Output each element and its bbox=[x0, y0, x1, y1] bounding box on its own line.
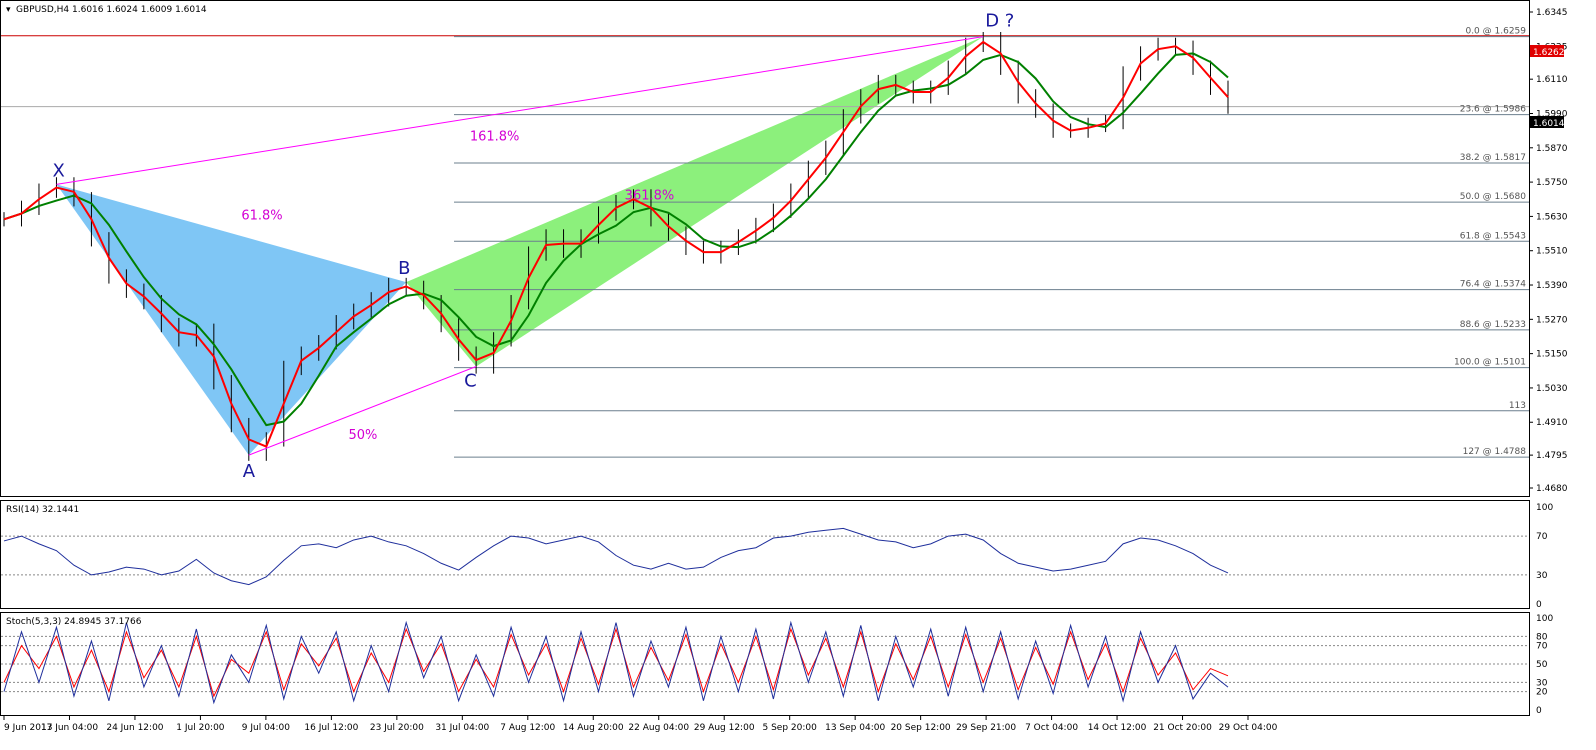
current-price-tag bbox=[1530, 116, 1564, 128]
x-tick-label: 16 Jul 12:00 bbox=[304, 723, 358, 733]
bcd-triangle bbox=[406, 36, 984, 367]
fib-label: 113 bbox=[1509, 401, 1526, 411]
y-tick-label: 1.5750 bbox=[1536, 178, 1568, 188]
ratio-label: 61.8% bbox=[241, 208, 282, 223]
ac-line bbox=[248, 366, 477, 456]
rsi-pane-frame bbox=[0, 500, 1530, 609]
y-tick-label: 1.5150 bbox=[1536, 350, 1568, 360]
x-tick-label: 22 Aug 04:00 bbox=[628, 723, 689, 733]
x-tick-label: 21 Oct 20:00 bbox=[1153, 723, 1212, 733]
stoch-tick-label: 30 bbox=[1536, 678, 1548, 688]
x-tick-label: 20 Sep 12:00 bbox=[891, 723, 951, 733]
y-tick-label: 1.4680 bbox=[1536, 484, 1568, 494]
fib-label: 100.0 @ 1.5101 bbox=[1454, 358, 1526, 368]
rsi-tick-label: 30 bbox=[1536, 571, 1548, 581]
ratio-label: 361.8% bbox=[625, 188, 675, 203]
pattern-shapes bbox=[56, 36, 984, 456]
fib-label: 61.8 @ 1.5543 bbox=[1460, 231, 1526, 241]
resistance-price-tag bbox=[1530, 45, 1564, 57]
price-pane-frame bbox=[0, 0, 1530, 497]
resistance-price-text: 1.6262 bbox=[1533, 48, 1565, 58]
fast-ma-line bbox=[3, 40, 1229, 448]
x-tick-label: 14 Aug 20:00 bbox=[563, 723, 624, 733]
y-tick-label: 1.5510 bbox=[1536, 247, 1568, 257]
pattern-point-c: C bbox=[464, 370, 477, 391]
x-tick-label: 23 Jul 20:00 bbox=[370, 723, 424, 733]
x-tick-label: 29 Aug 12:00 bbox=[694, 723, 755, 733]
y-tick-label: 1.4910 bbox=[1536, 418, 1568, 428]
current-price-text: 1.6014 bbox=[1533, 119, 1565, 129]
y-tick-label: 1.6110 bbox=[1536, 75, 1568, 85]
fib-label: 38.2 @ 1.5817 bbox=[1460, 153, 1526, 163]
rsi-title: RSI(14) 32.1441 bbox=[6, 505, 79, 515]
x-tick-label: 24 Jun 12:00 bbox=[106, 723, 163, 733]
collapse-triangle-icon[interactable]: ▾ bbox=[6, 5, 11, 15]
rsi-indicator: 100 70 30 0 bbox=[1, 503, 1553, 610]
stoch-tick-label: 100 bbox=[1536, 614, 1553, 624]
x-tick-label: 1 Jul 20:00 bbox=[176, 723, 225, 733]
y-tick-label: 1.4795 bbox=[1536, 451, 1568, 461]
price-series bbox=[3, 32, 1229, 461]
fib-label: 50.0 @ 1.5680 bbox=[1460, 192, 1527, 202]
fib-label: 76.4 @ 1.5374 bbox=[1460, 280, 1527, 290]
xab-triangle bbox=[56, 184, 407, 456]
slow-ma-line bbox=[3, 52, 1229, 427]
x-tick-label: 31 Jul 04:00 bbox=[435, 723, 489, 733]
pattern-point-x: X bbox=[52, 160, 64, 181]
ratio-label: 50% bbox=[348, 428, 377, 443]
pattern-point-a: A bbox=[243, 461, 256, 482]
ratio-label: 161.8% bbox=[470, 129, 520, 144]
x-tick-label: 5 Sep 20:00 bbox=[763, 723, 818, 733]
x-tick-label: 29 Sep 21:00 bbox=[956, 723, 1016, 733]
stoch-tick-label: 50 bbox=[1536, 660, 1548, 670]
rsi-tick-label: 70 bbox=[1536, 532, 1548, 542]
x-tick-label: 13 Sep 04:00 bbox=[825, 723, 885, 733]
y-tick-label: 1.5990 bbox=[1536, 109, 1568, 119]
x-tick-label: 7 Oct 04:00 bbox=[1025, 723, 1078, 733]
pattern-point-b: B bbox=[398, 258, 410, 279]
stoch-main-line bbox=[3, 620, 1229, 705]
pattern-point-d: D ? bbox=[985, 11, 1014, 32]
y-tick-label: 1.5630 bbox=[1536, 212, 1568, 222]
stoch-tick-label: 70 bbox=[1536, 642, 1548, 652]
y-tick-label: 1.5030 bbox=[1536, 384, 1568, 394]
x-tick-label: 9 Jun 2013 bbox=[4, 723, 52, 733]
fib-label: 23.6 @ 1.5986 bbox=[1460, 105, 1527, 115]
stoch-tick-label: 20 bbox=[1536, 688, 1548, 698]
fib-label: 0.0 @ 1.6259 bbox=[1465, 27, 1526, 37]
x-tick-label: 29 Oct 04:00 bbox=[1219, 723, 1278, 733]
y-tick-label: 1.6345 bbox=[1536, 8, 1568, 18]
stoch-title: Stoch(5,3,3) 24.8945 37.1766 bbox=[6, 617, 142, 627]
stoch-tick-label: 0 bbox=[1536, 706, 1542, 716]
rsi-line bbox=[3, 527, 1229, 586]
symbol-header: GBPUSD,H4 1.6016 1.6024 1.6009 1.6014 bbox=[16, 5, 207, 15]
stoch-pane-frame bbox=[0, 612, 1530, 716]
fibonacci-levels: 0.0 @ 1.6259 23.6 @ 1.5986 38.2 @ 1.5817 50… bbox=[1, 27, 1529, 458]
y-tick-label: 1.5390 bbox=[1536, 281, 1568, 291]
xd-line bbox=[56, 36, 984, 185]
x-tick-label: 14 Oct 12:00 bbox=[1088, 723, 1147, 733]
rsi-tick-label: 100 bbox=[1536, 503, 1553, 513]
rsi-tick-label: 0 bbox=[1536, 600, 1542, 610]
x-tick-label: 7 Aug 12:00 bbox=[500, 723, 555, 733]
price-axis: 1.63451.62251.61101.59901.58701.57501.56… bbox=[1529, 8, 1568, 494]
stoch-tick-label: 80 bbox=[1536, 632, 1548, 642]
y-tick-label: 1.5870 bbox=[1536, 144, 1568, 154]
fib-label: 127 @ 1.4788 bbox=[1463, 447, 1527, 457]
x-tick-label: 9 Jul 04:00 bbox=[242, 723, 291, 733]
fib-label: 88.6 @ 1.5233 bbox=[1460, 320, 1526, 330]
y-tick-label: 1.5270 bbox=[1536, 315, 1568, 325]
x-tick-label: 17 Jun 04:00 bbox=[41, 723, 98, 733]
harmonic-pattern: X A B C D ? 61.8% 50% 161.8% 361.8% bbox=[52, 11, 1014, 483]
